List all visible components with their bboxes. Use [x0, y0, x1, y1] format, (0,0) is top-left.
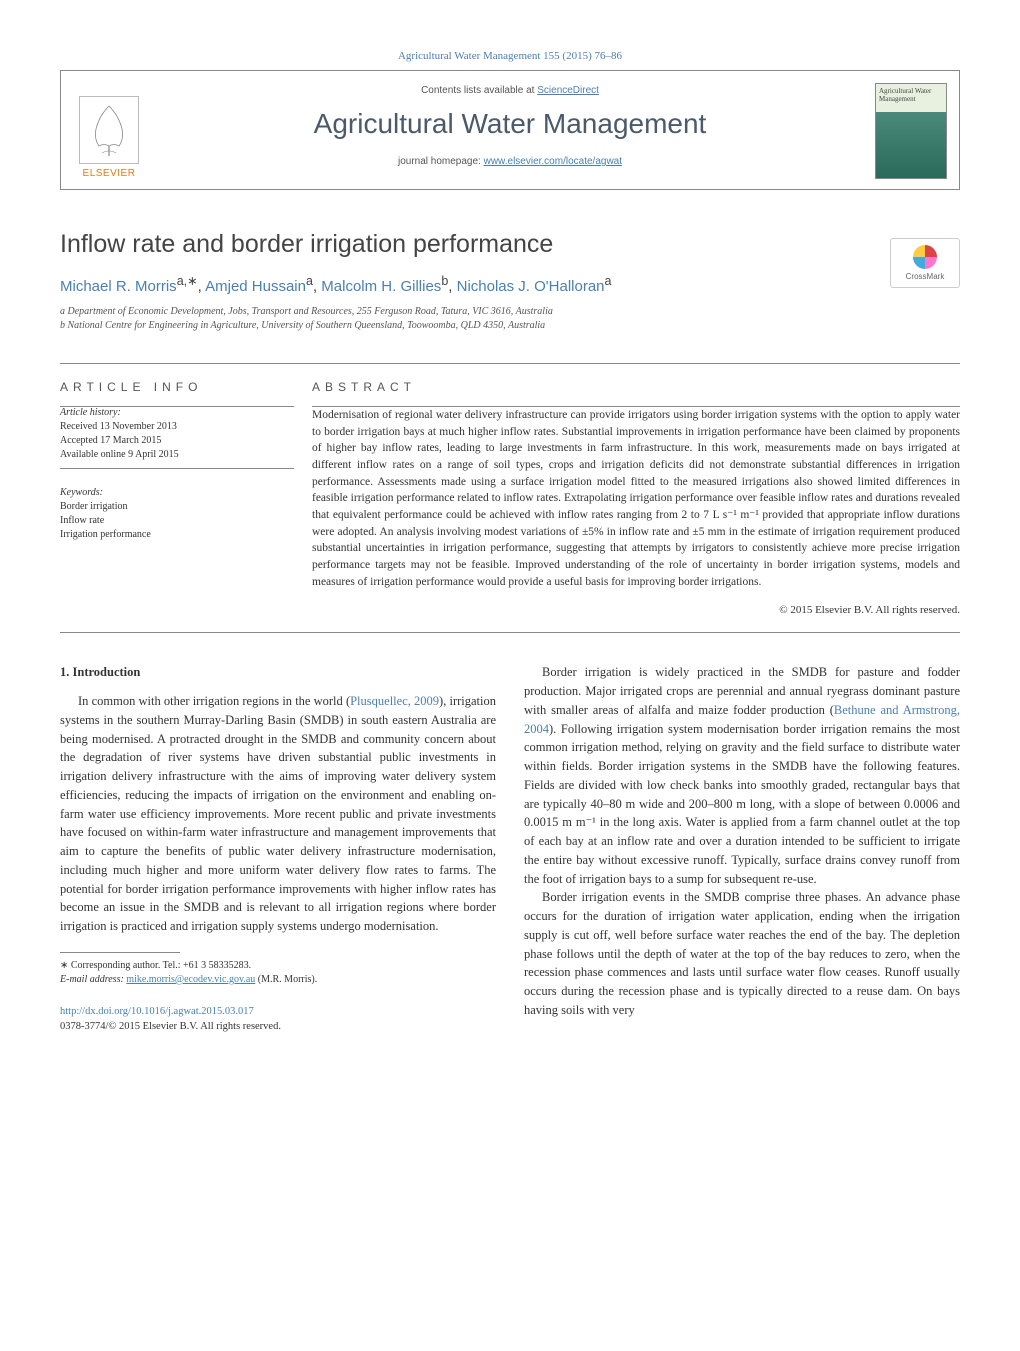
keyword-3: Irrigation performance	[60, 528, 294, 542]
keyword-1: Border irrigation	[60, 500, 294, 514]
page-container: Agricultural Water Management 155 (2015)…	[0, 0, 1020, 1074]
author-1-sup: a,∗	[177, 274, 198, 288]
corr-email-link[interactable]: mike.morris@ecodev.vic.gov.au	[126, 974, 255, 985]
history-online: Available online 9 April 2015	[60, 448, 294, 462]
footer-links: http://dx.doi.org/10.1016/j.agwat.2015.0…	[60, 1005, 496, 1034]
homepage-link[interactable]: www.elsevier.com/locate/agwat	[484, 156, 622, 167]
crossmark-badge[interactable]: CrossMark	[890, 238, 960, 288]
body-text: 1. Introduction In common with other irr…	[60, 663, 960, 1034]
author-4-sup: a	[605, 274, 612, 288]
keyword-2: Inflow rate	[60, 514, 294, 528]
copyright-line: © 2015 Elsevier B.V. All rights reserved…	[312, 604, 960, 616]
author-1[interactable]: Michael R. Morris	[60, 278, 177, 295]
info-section: ARTICLE INFO Article history: Received 1…	[60, 363, 960, 633]
journal-reference: Agricultural Water Management 155 (2015)…	[60, 50, 960, 62]
article-info-heading: ARTICLE INFO	[60, 380, 294, 394]
footnote-separator	[60, 952, 180, 953]
journal-header-box: ELSEVIER Contents lists available at Sci…	[60, 70, 960, 190]
history-label: Article history:	[60, 407, 294, 418]
corr-email-line: E-mail address: mike.morris@ecodev.vic.g…	[60, 973, 496, 987]
citation-plusquellec[interactable]: Plusquellec, 2009	[350, 694, 439, 708]
journal-title: Agricultural Water Management	[161, 108, 859, 140]
corresponding-author-footnote: ∗ Corresponding author. Tel.: +61 3 5833…	[60, 959, 496, 987]
affiliation-a: a Department of Economic Development, Jo…	[60, 305, 960, 319]
elsevier-label: ELSEVIER	[83, 168, 136, 179]
abstract-heading: ABSTRACT	[312, 380, 960, 394]
cover-label: Agricultural Water Management	[879, 87, 931, 103]
affiliations: a Department of Economic Development, Jo…	[60, 305, 960, 333]
article-title: Inflow rate and border irrigation perfor…	[60, 230, 960, 259]
doi-link[interactable]: http://dx.doi.org/10.1016/j.agwat.2015.0…	[60, 1006, 254, 1017]
abstract-column: ABSTRACT Modernisation of regional water…	[312, 364, 960, 632]
journal-cover-thumb: Agricultural Water Management	[875, 83, 947, 179]
contents-prefix: Contents lists available at	[421, 85, 537, 96]
paragraph-2: Border irrigation is widely practiced in…	[524, 663, 960, 888]
contents-line: Contents lists available at ScienceDirec…	[161, 85, 859, 96]
issn-line: 0378-3774/© 2015 Elsevier B.V. All right…	[60, 1021, 281, 1032]
article-info-column: ARTICLE INFO Article history: Received 1…	[60, 364, 312, 632]
author-4[interactable]: Nicholas J. O'Halloran	[457, 278, 605, 295]
history-accepted: Accepted 17 March 2015	[60, 434, 294, 448]
elsevier-logo[interactable]: ELSEVIER	[73, 83, 145, 179]
keywords-label: Keywords:	[60, 487, 294, 498]
article-header: CrossMark Inflow rate and border irrigat…	[60, 230, 960, 333]
crossmark-icon	[913, 245, 937, 269]
authors-line: Michael R. Morrisa,∗, Amjed Hussaina, Ma…	[60, 273, 960, 295]
info-hr-2	[60, 468, 294, 469]
elsevier-tree-icon	[79, 96, 139, 164]
homepage-prefix: journal homepage:	[398, 156, 484, 167]
sciencedirect-link[interactable]: ScienceDirect	[537, 85, 599, 96]
history-received: Received 13 November 2013	[60, 420, 294, 434]
author-2-sup: a	[306, 274, 313, 288]
paragraph-1: In common with other irrigation regions …	[60, 692, 496, 936]
crossmark-label: CrossMark	[906, 272, 945, 281]
section-1-heading: 1. Introduction	[60, 663, 496, 682]
tree-svg	[84, 101, 134, 159]
homepage-line: journal homepage: www.elsevier.com/locat…	[161, 156, 859, 167]
affiliation-b: b National Centre for Engineering in Agr…	[60, 319, 960, 333]
author-2[interactable]: Amjed Hussain	[205, 278, 306, 295]
abstract-text: Modernisation of regional water delivery…	[312, 407, 960, 590]
corr-tel: ∗ Corresponding author. Tel.: +61 3 5833…	[60, 959, 496, 973]
paragraph-3: Border irrigation events in the SMDB com…	[524, 888, 960, 1019]
author-3[interactable]: Malcolm H. Gillies	[321, 278, 441, 295]
